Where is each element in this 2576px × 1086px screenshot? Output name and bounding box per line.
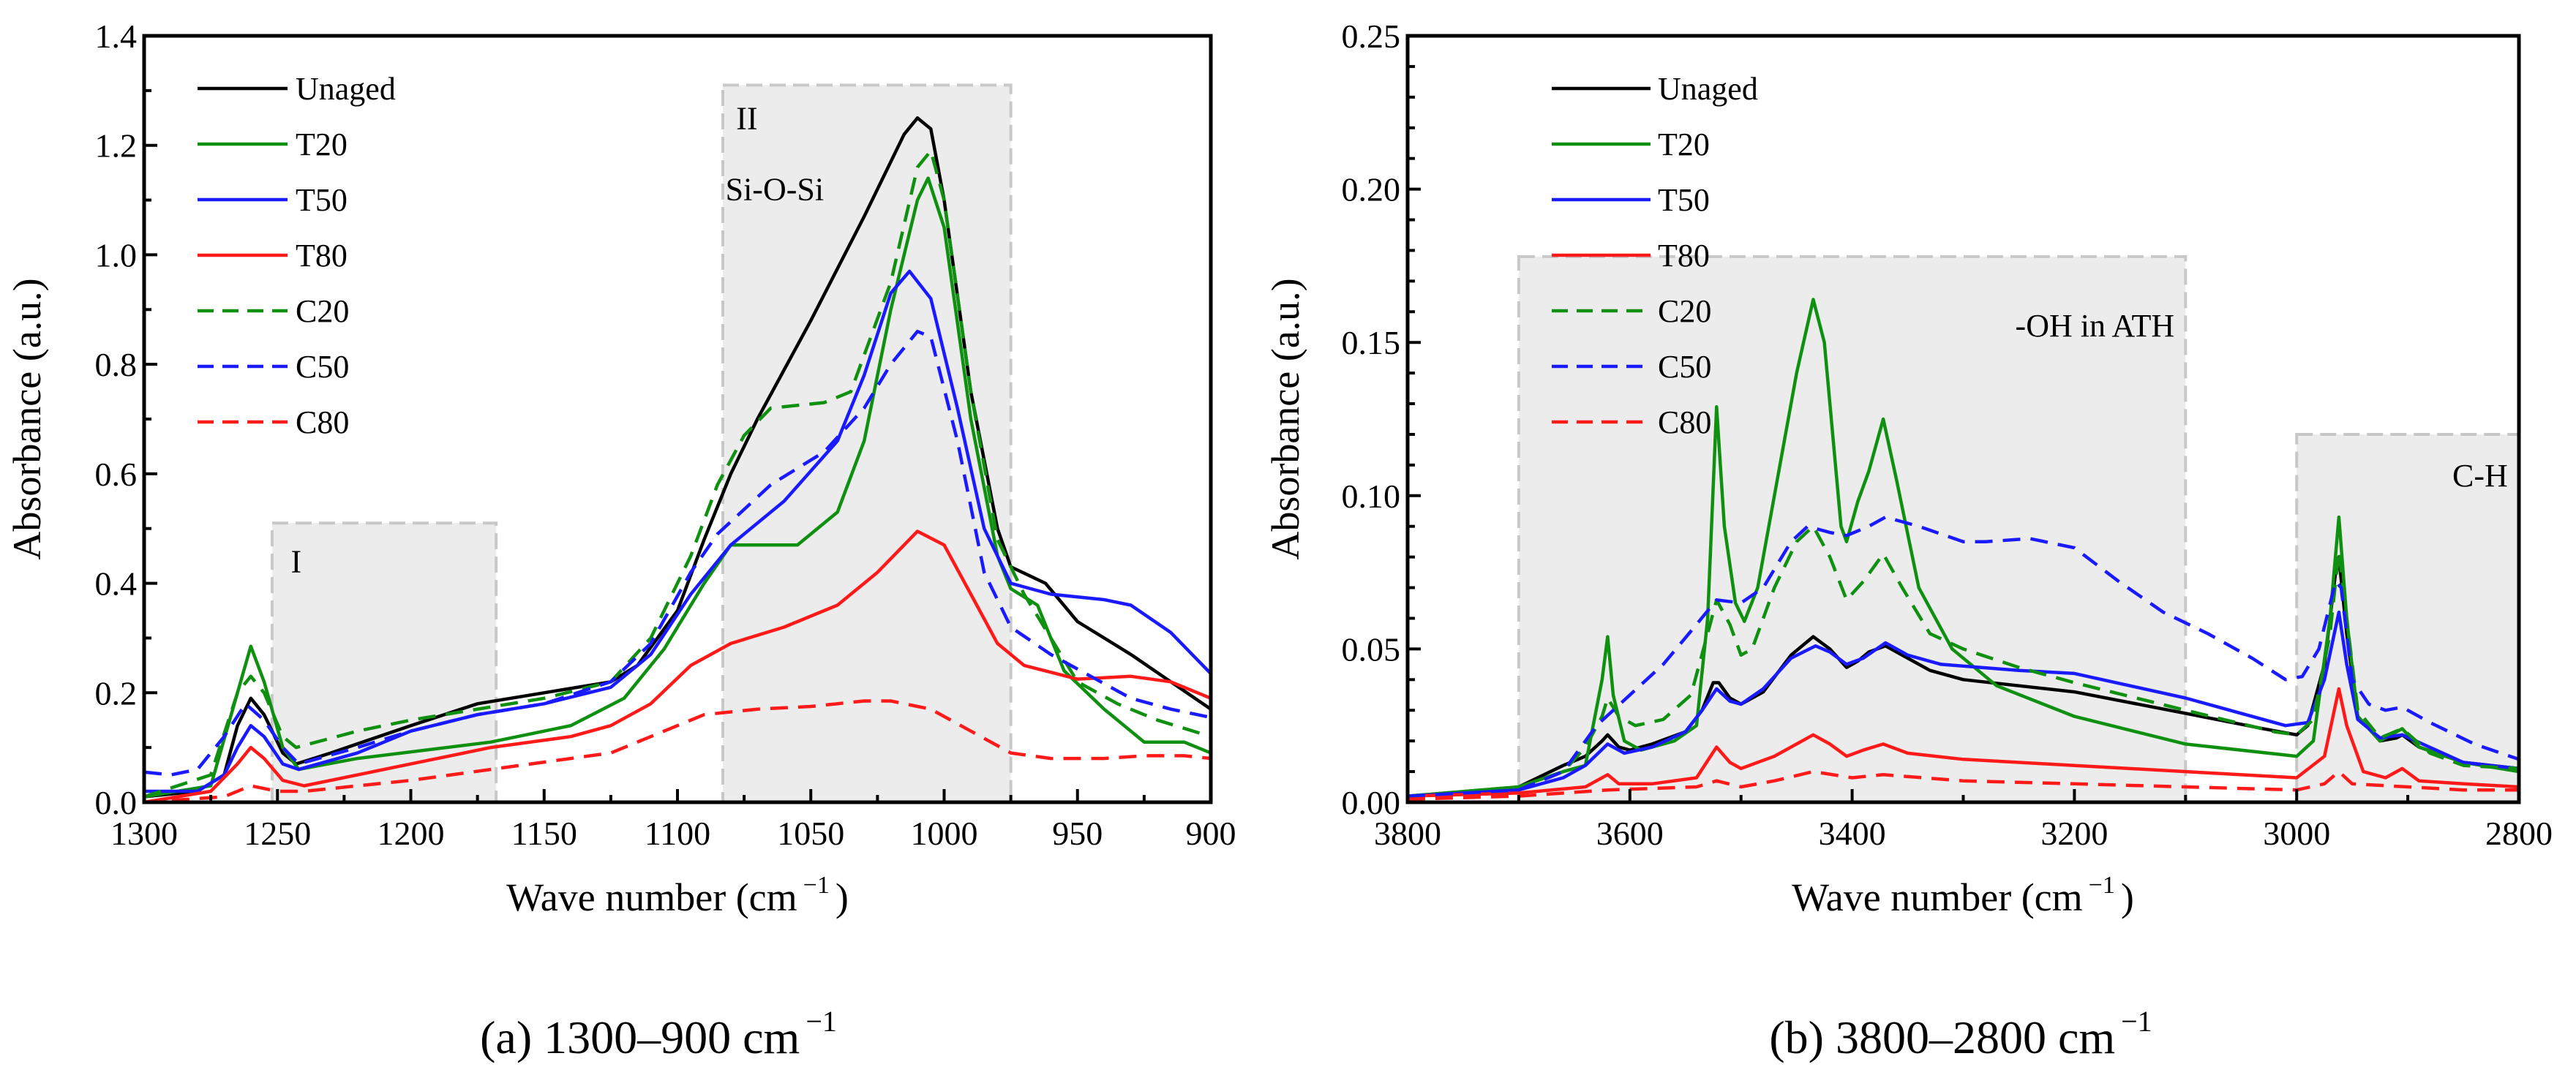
x-tick-label: 1300 bbox=[110, 815, 178, 852]
panel-caption: (a) 1300–900 cm −1 bbox=[480, 1005, 837, 1063]
chart-panel-b: -OH in ATH C-H 3800 3600 3400 3200 3000 2800 0.0… bbox=[1263, 18, 2553, 1063]
y-tick-label: 0.2 bbox=[95, 674, 138, 712]
legend-label: T50 bbox=[296, 182, 348, 218]
y-tick-label: 0.00 bbox=[1342, 784, 1401, 821]
series-line-c20 bbox=[1407, 524, 2520, 798]
y-tick-label: 0.4 bbox=[95, 565, 138, 603]
x-tick-label: 1050 bbox=[777, 815, 844, 852]
shaded-region bbox=[721, 83, 1013, 804]
x-axis-title-superscript: −1 bbox=[2089, 872, 2115, 899]
y-tick-label: 0.25 bbox=[1342, 18, 1401, 55]
region-label: -OH in ATH bbox=[2016, 308, 2175, 344]
y-tick-label: 1.0 bbox=[95, 236, 138, 274]
x-axis-title-text: Wave number (cm bbox=[1792, 875, 2083, 919]
y-tick-label: 0.05 bbox=[1342, 630, 1401, 668]
legend: Unaged T20 T50 T80 C20 C50 C80 bbox=[1552, 71, 1758, 440]
panel-caption-text: (b) 3800–2800 cm bbox=[1769, 1011, 2115, 1063]
y-tick-label: 0.15 bbox=[1342, 324, 1401, 361]
y-tick-label: 0.20 bbox=[1342, 171, 1401, 208]
series-line-unaged bbox=[143, 116, 1212, 799]
x-axis-title-end: ) bbox=[2121, 875, 2134, 919]
x-axis-title-end: ) bbox=[835, 875, 849, 919]
x-tick-label: 950 bbox=[1052, 815, 1103, 852]
y-axis-title: Absorbance (a.u.) bbox=[1263, 278, 1307, 559]
x-tick-label: 900 bbox=[1186, 815, 1236, 852]
x-axis-title-superscript: −1 bbox=[803, 872, 830, 899]
x-axis-title: Wave number (cm −1) bbox=[1792, 872, 2134, 919]
x-tick-label: 3000 bbox=[2263, 815, 2330, 852]
x-tick-label: 2800 bbox=[2485, 815, 2553, 852]
series-line-c20 bbox=[143, 148, 1212, 799]
panel-caption-superscript: −1 bbox=[2121, 1005, 2152, 1038]
x-axis-title-text: Wave number (cm bbox=[506, 875, 797, 919]
series-line-t50 bbox=[144, 269, 1212, 793]
region-sublabel: Si-O-Si bbox=[726, 172, 824, 208]
x-tick-label: 1000 bbox=[911, 815, 978, 852]
x-tick-label: 1100 bbox=[645, 815, 710, 852]
legend-label: Unaged bbox=[296, 71, 396, 107]
x-tick-label: 3200 bbox=[2040, 815, 2108, 852]
x-tick-label: 1200 bbox=[378, 815, 445, 852]
y-tick-label: 0.6 bbox=[95, 456, 138, 493]
x-tick-label: 1250 bbox=[244, 815, 311, 852]
series-line-t50 bbox=[1407, 610, 2520, 798]
legend-label: T50 bbox=[1658, 182, 1710, 218]
legend-label: C50 bbox=[296, 349, 349, 385]
legend-label: C20 bbox=[1658, 293, 1711, 329]
region-label: II bbox=[736, 100, 757, 136]
series-line-t80 bbox=[143, 529, 1212, 804]
y-tick-label: 1.4 bbox=[95, 18, 138, 55]
y-axis-title: Absorbance (a.u.) bbox=[5, 278, 49, 559]
series-line-c80 bbox=[1407, 769, 2519, 802]
series-line-t20 bbox=[143, 176, 1212, 799]
x-tick-label: 3400 bbox=[1819, 815, 1886, 852]
shaded-region bbox=[1517, 254, 2188, 804]
y-tick-label: 0.8 bbox=[95, 346, 138, 383]
series-line-c50 bbox=[1407, 515, 2520, 798]
y-tick-label: 0.10 bbox=[1342, 478, 1401, 515]
series-line-t80 bbox=[1407, 687, 2520, 798]
region-label: C-H bbox=[2452, 458, 2508, 494]
legend: Unaged T20 T50 T80 C20 C50 C80 bbox=[198, 71, 396, 440]
panel-caption-text: (a) 1300–900 cm bbox=[480, 1011, 800, 1063]
series-line-c50 bbox=[143, 329, 1212, 777]
legend-label: T20 bbox=[296, 127, 348, 162]
panel-caption: (b) 3800–2800 cm −1 bbox=[1769, 1005, 2152, 1063]
panel-caption-superscript: −1 bbox=[806, 1005, 837, 1038]
legend-label: C50 bbox=[1658, 349, 1711, 385]
legend-label: C80 bbox=[1658, 404, 1711, 440]
x-tick-label: 3600 bbox=[1596, 815, 1664, 852]
y-tick-label: 0.0 bbox=[95, 784, 138, 821]
legend-label: T80 bbox=[1658, 238, 1710, 274]
legend-label: Unaged bbox=[1658, 71, 1758, 107]
series-line-c80 bbox=[143, 699, 1212, 804]
y-tick-label: 1.2 bbox=[95, 127, 138, 165]
legend-label: C80 bbox=[296, 404, 349, 440]
x-tick-label: 3800 bbox=[1374, 815, 1441, 852]
series-line-t20 bbox=[1407, 298, 2520, 798]
legend-label: T80 bbox=[296, 238, 348, 274]
x-axis-title: Wave number (cm −1) bbox=[506, 872, 849, 919]
region-label: I bbox=[290, 544, 301, 580]
legend-label: C20 bbox=[296, 293, 349, 329]
legend-label: T20 bbox=[1658, 127, 1710, 162]
x-tick-label: 1150 bbox=[511, 815, 577, 852]
